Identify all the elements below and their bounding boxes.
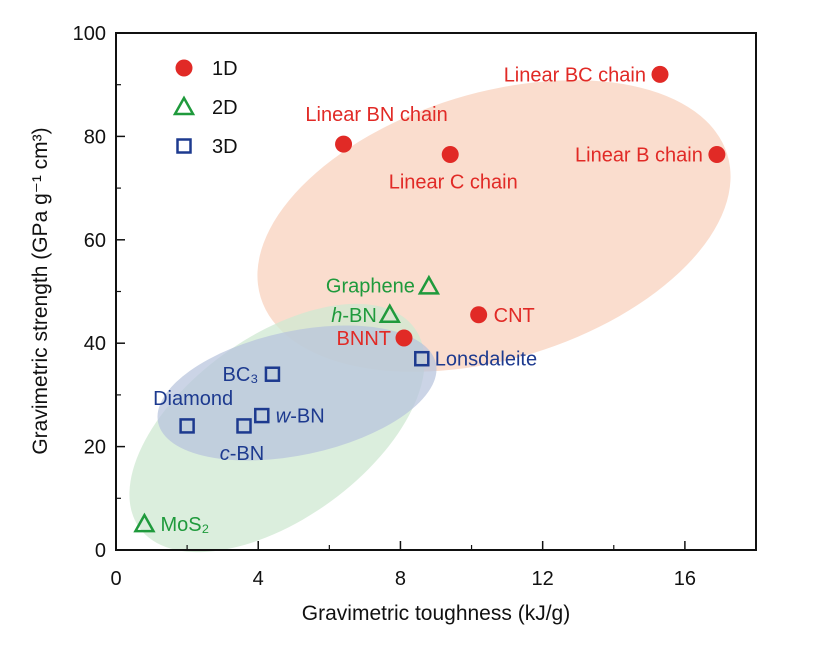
label-linear-bc-chain: Linear BC chain: [504, 64, 646, 86]
legend-marker-3d: [176, 138, 192, 154]
label-mos2: MoS₂: [160, 514, 209, 536]
label-cnt: CNT: [494, 305, 535, 327]
region-layer: [129, 80, 731, 553]
point-graphene: [417, 274, 441, 295]
point-diamond: [179, 418, 195, 434]
point-linear-c-chain: [441, 145, 459, 163]
point-w-bn: [254, 407, 270, 424]
y-tick-label: 80: [84, 126, 106, 148]
label-linear-b-chain: Linear B chain: [575, 144, 703, 166]
region-3d: [157, 325, 437, 461]
label-c-bn: c-BN: [220, 443, 264, 465]
legend-label-1d: 1D: [212, 58, 238, 80]
point-bc3: [264, 366, 281, 382]
x-tick-label: 12: [532, 568, 554, 590]
x-tick-label: 8: [395, 568, 406, 590]
label-diamond: Diamond: [153, 388, 233, 410]
y-tick-label: 60: [84, 230, 106, 252]
x-tick-label: 16: [674, 568, 696, 590]
point-linear-bc-chain: [651, 65, 669, 83]
point-bnnt: [395, 329, 413, 347]
legend-marker-2d: [172, 95, 196, 116]
legend-label-3d: 3D: [212, 136, 238, 158]
point-label-layer: Linear BC chain Linear BN chain Linear C c…: [153, 64, 703, 536]
label-linear-bn-chain: Linear BN chain: [305, 104, 447, 126]
label-lonsdaleite: Lonsdaleite: [435, 349, 537, 371]
y-tick-label: 0: [95, 540, 106, 562]
point-cnt: [470, 306, 488, 324]
x-tick-label: 0: [110, 568, 121, 590]
point-linear-bn-chain: [335, 135, 353, 153]
label-h-bn: h-BN: [331, 305, 377, 327]
point-layer: [133, 65, 726, 533]
y-axis-title: Gravimetric strength (GPa g⁻¹ cm³): [29, 127, 52, 454]
label-bnnt: BNNT: [337, 328, 391, 350]
legend: 1D 2D 3D: [172, 58, 238, 158]
label-w-bn: w-BN: [276, 406, 325, 428]
label-graphene: Graphene: [326, 275, 415, 297]
point-c-bn: [236, 418, 252, 434]
label-linear-c-chain: Linear C chain: [389, 171, 518, 193]
x-axis-title: Gravimetric toughness (kJ/g): [302, 602, 570, 625]
x-tick-label: 4: [253, 568, 264, 590]
legend-label-2d: 2D: [212, 97, 238, 119]
point-mos2: [133, 512, 156, 533]
region-1d: [257, 80, 731, 372]
legend-marker-1d: [175, 59, 193, 77]
label-bc3: BC₃: [223, 364, 259, 386]
y-tick-label: 20: [84, 437, 106, 459]
point-h-bn: [378, 303, 401, 324]
y-tick-label: 100: [73, 23, 106, 45]
tick-layer: 0 4 8 12 16 0 20 40 60 80 100: [73, 23, 696, 590]
point-linear-b-chain: [708, 145, 726, 163]
y-tick-label: 40: [84, 333, 106, 355]
point-lonsdaleite: [414, 350, 430, 367]
